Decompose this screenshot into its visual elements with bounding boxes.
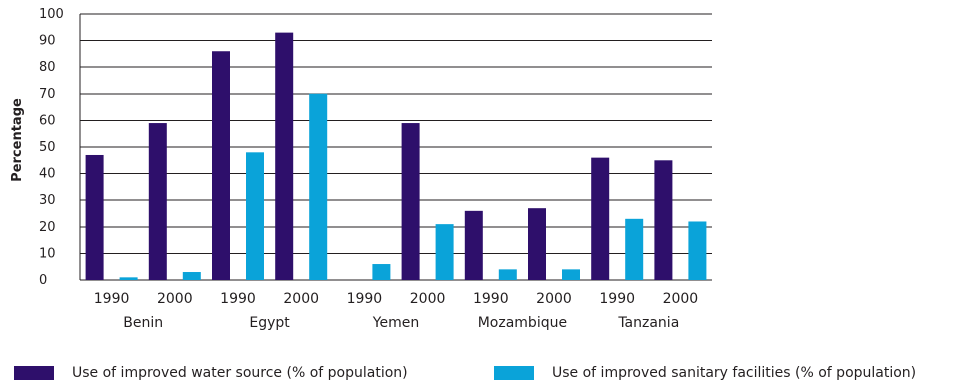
y-tick-label: 70: [39, 87, 56, 102]
y-tick-label: 10: [39, 246, 56, 261]
bar-water: [591, 157, 610, 280]
legend-item-water: Use of improved water source (% of popul…: [14, 365, 408, 381]
y-tick-label: 40: [39, 167, 56, 182]
legend-label-sanitation: Use of improved sanitary facilities (% o…: [552, 365, 917, 381]
y-tick-label: 100: [39, 7, 64, 22]
x-tick-label: 2000: [283, 291, 319, 307]
x-tick-labels: 1990 2000 1990 2000 1990 2000 1990 2000 1990 2000: [94, 291, 698, 307]
gridlines: [79, 13, 712, 281]
x-tick-label: 2000: [410, 291, 446, 307]
bar-sanitation: [435, 224, 454, 280]
bar-sanitation: [309, 93, 328, 280]
x-tick-label: 2000: [663, 291, 699, 307]
bar-sanitation: [625, 218, 644, 280]
bar-water: [85, 154, 104, 280]
legend-swatch-water: [14, 366, 54, 380]
y-axis-label: Percentage: [10, 98, 25, 182]
bars: [85, 32, 707, 281]
bar-water: [212, 51, 230, 280]
bar-water: [275, 32, 294, 281]
legend-label-water: Use of improved water source (% of popul…: [72, 365, 408, 381]
x-tick-label: 1990: [220, 291, 256, 307]
x-tick-label: 1990: [347, 291, 383, 307]
y-tick-label: 50: [39, 140, 56, 155]
x-tick-label: 2000: [536, 291, 572, 307]
bar-sanitation: [119, 277, 138, 280]
y-tick-label: 30: [39, 193, 56, 208]
bar-sanitation: [372, 264, 391, 280]
bar-water: [654, 160, 673, 280]
y-tick-label: 20: [39, 220, 56, 235]
bar-sanitation: [498, 269, 517, 280]
bar-water: [401, 123, 420, 280]
bar-sanitation: [182, 272, 201, 280]
y-tick-labels: 0 10 20 30 40 50 60 70 80 90 100: [39, 7, 64, 288]
y-tick-label: 90: [39, 34, 56, 49]
legend-swatch-sanitation: [494, 366, 534, 380]
country-label: Tanzania: [617, 315, 679, 331]
bar-sanitation: [246, 152, 264, 280]
legend-item-sanitation: Use of improved sanitary facilities (% o…: [494, 365, 916, 381]
bar-water: [464, 210, 483, 280]
y-tick-label: 60: [39, 113, 56, 128]
x-tick-label: 1990: [473, 291, 509, 307]
country-label: Benin: [123, 315, 163, 331]
x-tick-label: 1990: [599, 291, 635, 307]
country-label: Egypt: [249, 315, 290, 331]
bar-water: [528, 208, 546, 280]
country-labels: Benin Egypt Yemen Mozambique Tanzania: [123, 315, 679, 331]
country-label: Mozambique: [478, 315, 567, 331]
bar-sanitation: [688, 221, 707, 280]
bar-sanitation: [562, 269, 580, 280]
x-tick-label: 1990: [94, 291, 130, 307]
y-tick-label: 80: [39, 60, 56, 75]
x-tick-label: 2000: [157, 291, 193, 307]
country-label: Yemen: [372, 315, 419, 331]
bar-water: [148, 123, 167, 280]
y-tick-label: 0: [39, 273, 47, 288]
